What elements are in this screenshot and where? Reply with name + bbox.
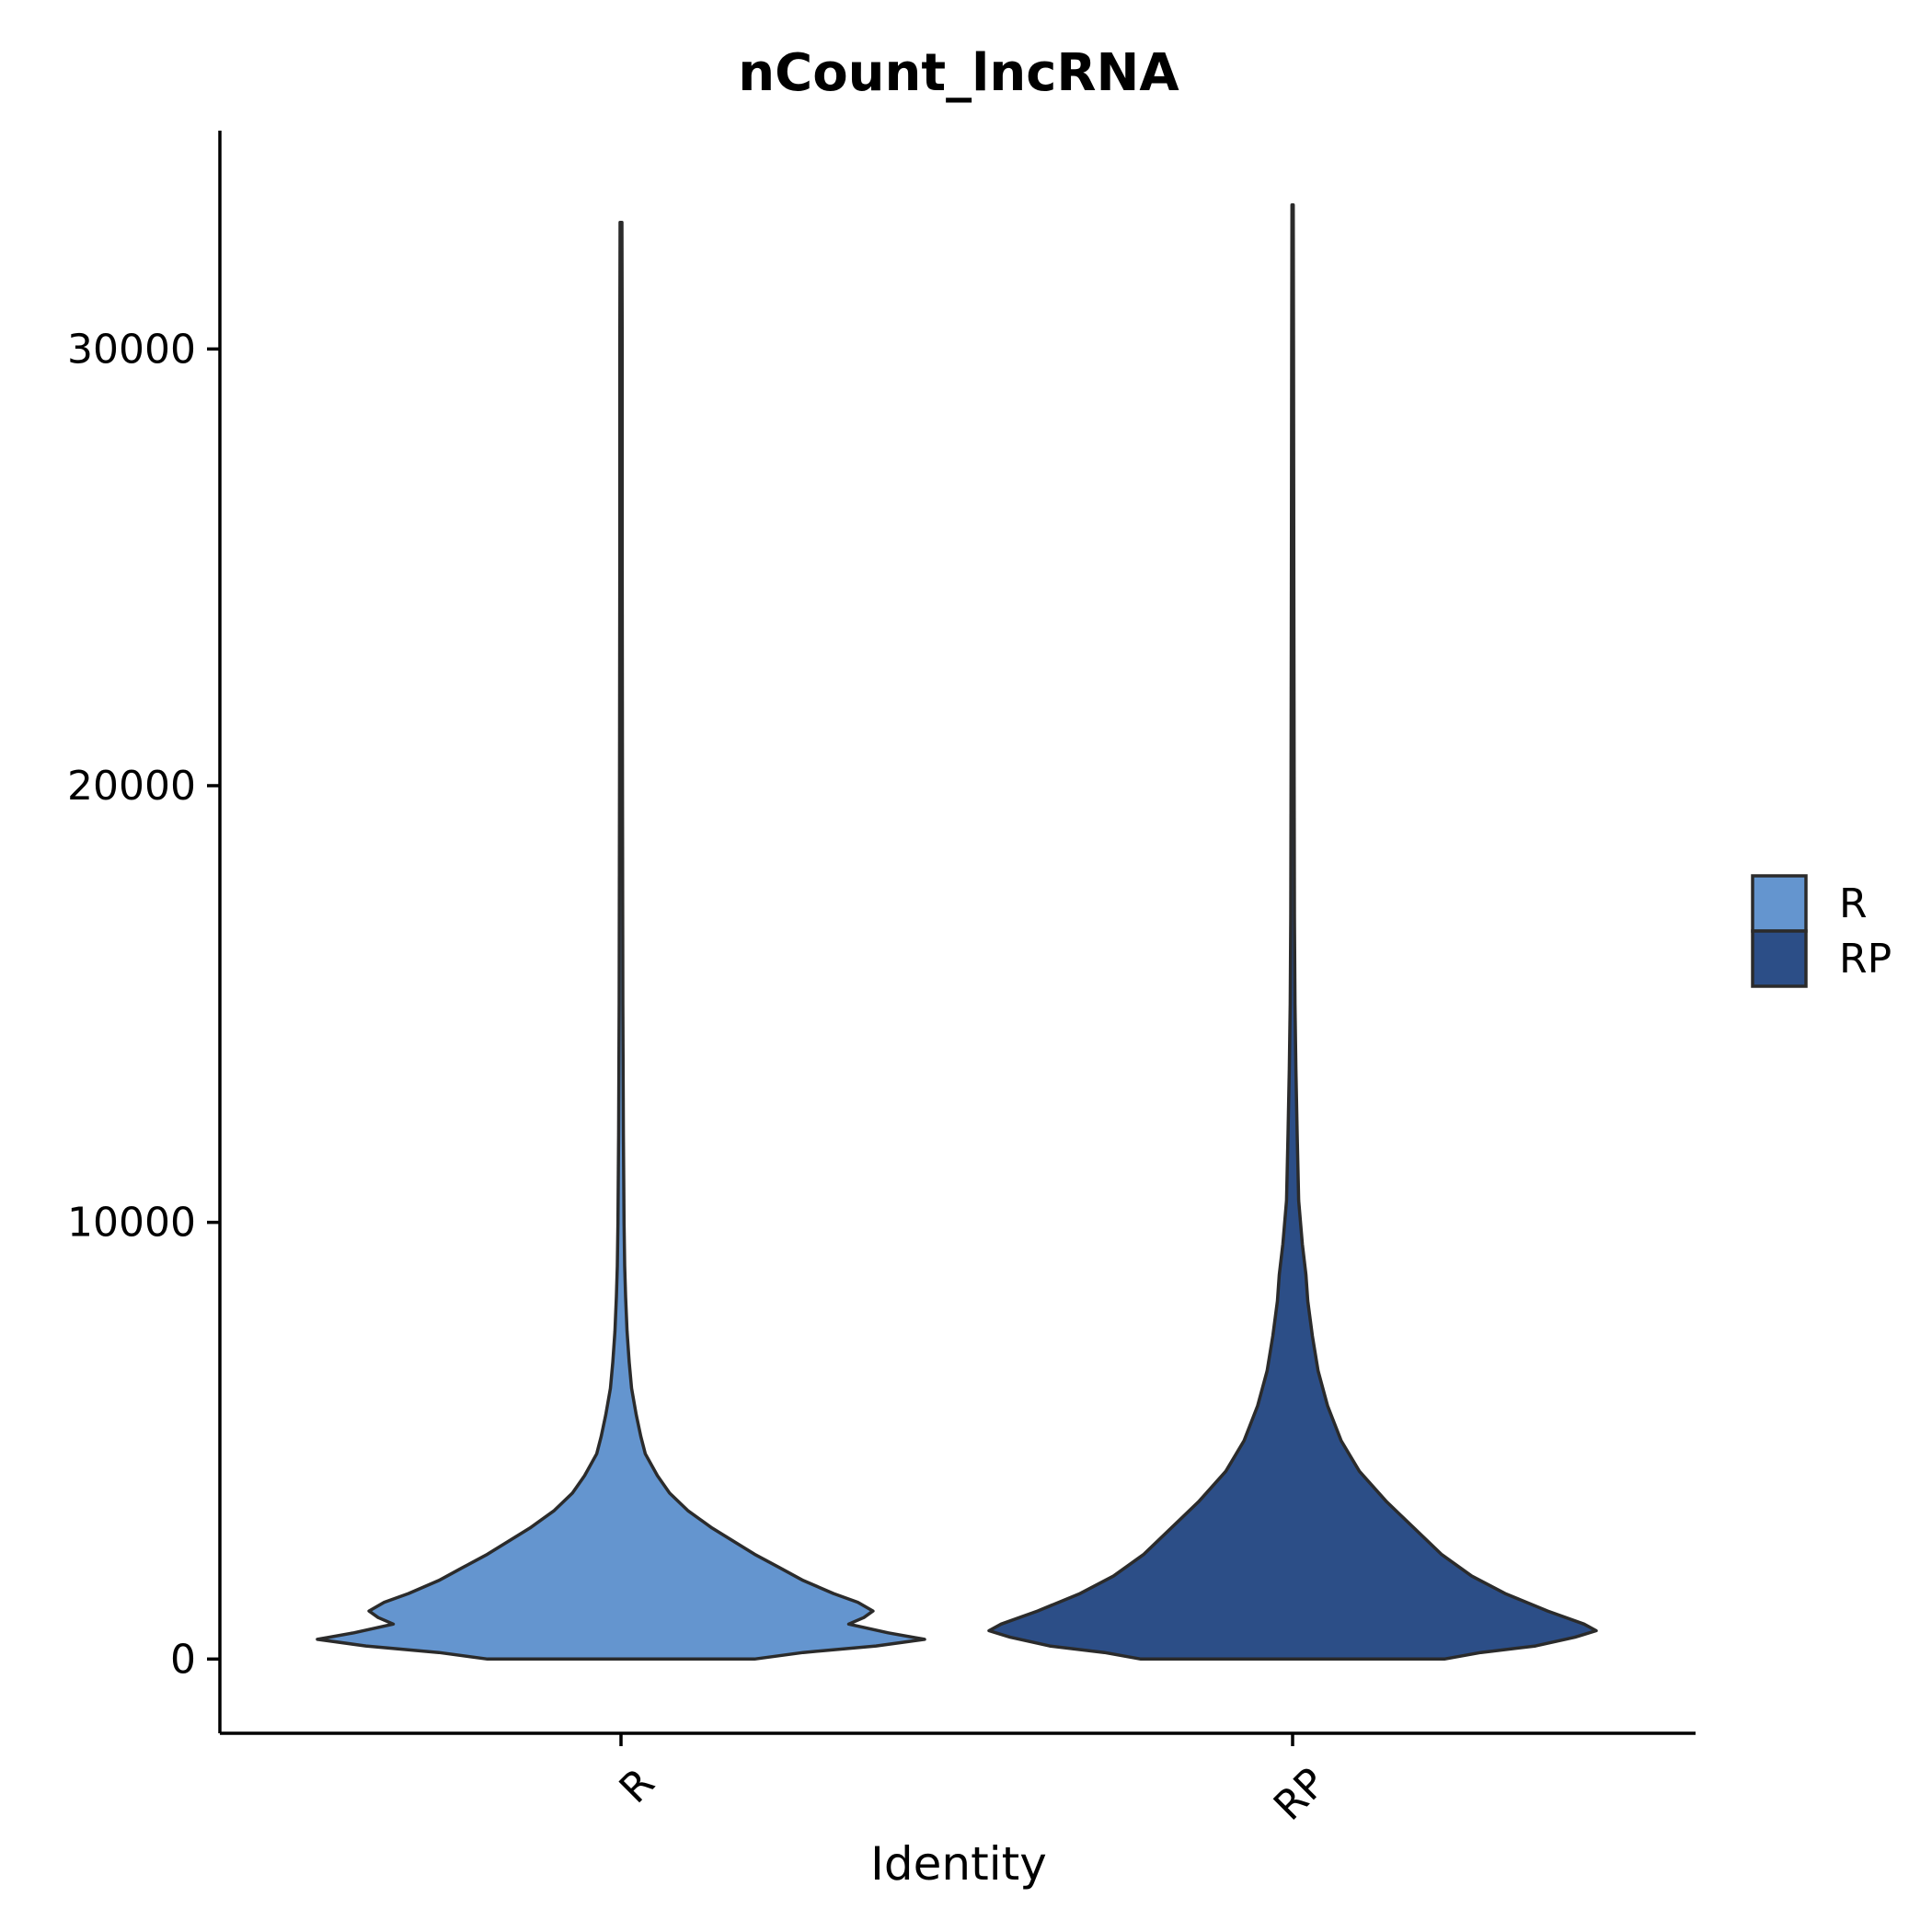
- y-tick-label: 0: [170, 1636, 196, 1683]
- legend-key-rp: [1751, 929, 1808, 988]
- violin-rp: [987, 202, 1598, 1662]
- x-tick-label: R: [611, 1759, 664, 1812]
- x-tick-label: RP: [1265, 1759, 1335, 1829]
- y-tick-label: 20000: [67, 763, 196, 810]
- legend-key-r: [1751, 874, 1808, 933]
- y-axis-ticks: 0 10000 20000 30000: [67, 326, 220, 1683]
- y-tick-label: 30000: [67, 326, 196, 373]
- violin-r: [316, 220, 926, 1662]
- chart-title: nCount_lncRNA: [738, 43, 1179, 103]
- legend-label-rp: RP: [1839, 936, 1892, 983]
- y-tick-label: 10000: [67, 1200, 196, 1247]
- x-axis-title: Identity: [870, 1837, 1047, 1891]
- x-axis-ticks: R RP: [611, 1733, 1335, 1830]
- violins-layer: [316, 202, 1598, 1662]
- legend: R RP: [1751, 874, 1892, 988]
- legend-label-r: R: [1839, 880, 1868, 927]
